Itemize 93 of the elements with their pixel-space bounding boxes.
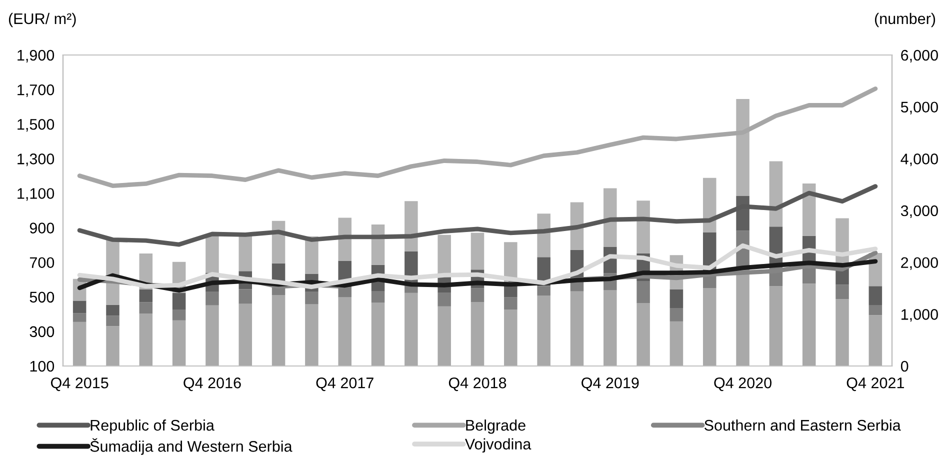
y2-axis-title: (number) <box>874 12 936 28</box>
y2-tick-label: 2,000 <box>901 257 938 270</box>
x-tick-label: Q4 2017 <box>316 378 374 392</box>
legend-label: Vojvodina <box>464 438 532 453</box>
legend-label: Republic of Serbia <box>90 419 214 434</box>
y-tick-label: 500 <box>30 292 54 303</box>
bar <box>206 292 219 306</box>
bar <box>305 304 318 366</box>
legend-label: Belgrade <box>466 419 526 434</box>
bar <box>570 291 584 366</box>
y-tick-label: 1,300 <box>18 154 54 166</box>
bar <box>604 188 617 247</box>
y2-tick-label: 5,000 <box>900 102 938 114</box>
bar <box>438 234 451 274</box>
bar <box>305 292 318 304</box>
bar <box>438 292 451 306</box>
bar <box>172 292 186 310</box>
x-tick-label: Q4 2015 <box>51 378 108 392</box>
bar <box>404 201 418 252</box>
y-tick-label: 1,500 <box>18 118 54 132</box>
bar <box>604 290 617 366</box>
bar <box>537 296 550 366</box>
bar <box>272 294 286 366</box>
bar <box>172 310 186 320</box>
bar <box>238 236 252 272</box>
bar <box>106 326 120 366</box>
legend-label: Southern and Eastern Serbia <box>704 419 901 431</box>
y-tick-label: 900 <box>30 222 54 234</box>
bar <box>139 302 153 314</box>
bar <box>106 316 120 326</box>
bar <box>636 280 650 304</box>
bar <box>72 300 86 314</box>
bar <box>769 286 783 366</box>
bar <box>72 322 86 366</box>
y-tick-label: 300 <box>30 326 54 338</box>
legend-label: Šumadija and Western Serbia <box>90 438 292 455</box>
bar <box>537 214 550 258</box>
y2-tick-label: 1,000 <box>902 309 938 322</box>
x-tick-label: Q4 2019 <box>582 378 639 392</box>
bar <box>504 297 518 310</box>
bar <box>670 321 684 366</box>
bar <box>836 299 849 366</box>
bar <box>702 178 716 232</box>
bar <box>238 304 252 366</box>
line-series <box>77 184 878 247</box>
y-tick-label: 1,100 <box>18 188 54 201</box>
bar <box>172 320 186 366</box>
bar <box>206 305 219 366</box>
x-tick-label: Q4 2018 <box>448 378 506 392</box>
bar <box>470 232 484 270</box>
bar <box>206 236 219 273</box>
bar <box>636 200 650 254</box>
bar <box>404 292 418 366</box>
bar <box>438 306 451 366</box>
bar <box>736 268 750 366</box>
bar <box>470 288 484 302</box>
x-tick-label: Q4 2021 <box>846 378 904 392</box>
y2-tick-label: 6,000 <box>901 50 938 62</box>
bar <box>504 310 518 366</box>
bar <box>139 289 153 302</box>
bar <box>371 302 385 366</box>
bar <box>769 161 783 227</box>
bar <box>802 284 816 366</box>
bar <box>338 297 352 366</box>
y2-tick-label: 4,000 <box>900 154 938 166</box>
y-tick-label: 700 <box>30 257 54 268</box>
y2-tick-label: 0 <box>900 360 908 372</box>
y-tick-label: 100 <box>30 360 54 372</box>
line-series <box>77 243 878 290</box>
x-tick-label: Q4 2020 <box>714 378 772 392</box>
x-tick-label: Q4 2016 <box>184 378 241 392</box>
bar <box>702 288 716 366</box>
bar <box>802 268 816 284</box>
bar <box>106 304 120 316</box>
bar <box>736 99 750 196</box>
bar <box>670 289 684 308</box>
y-tick-label: 1,900 <box>18 50 54 62</box>
bar <box>338 218 352 261</box>
bar <box>371 291 385 303</box>
bar <box>836 284 849 300</box>
bar <box>238 289 252 304</box>
bar <box>670 308 684 322</box>
bar <box>72 313 86 322</box>
y-axis-title: (EUR/ m²) <box>8 12 76 28</box>
y-tick-label: 1,700 <box>18 84 54 98</box>
bar <box>139 314 153 366</box>
bar <box>868 305 882 316</box>
y2-tick-label: 3,000 <box>900 205 938 218</box>
bar <box>868 315 882 366</box>
bar <box>868 286 882 306</box>
bar <box>470 302 484 366</box>
line-series <box>77 86 878 188</box>
bar <box>636 303 650 366</box>
